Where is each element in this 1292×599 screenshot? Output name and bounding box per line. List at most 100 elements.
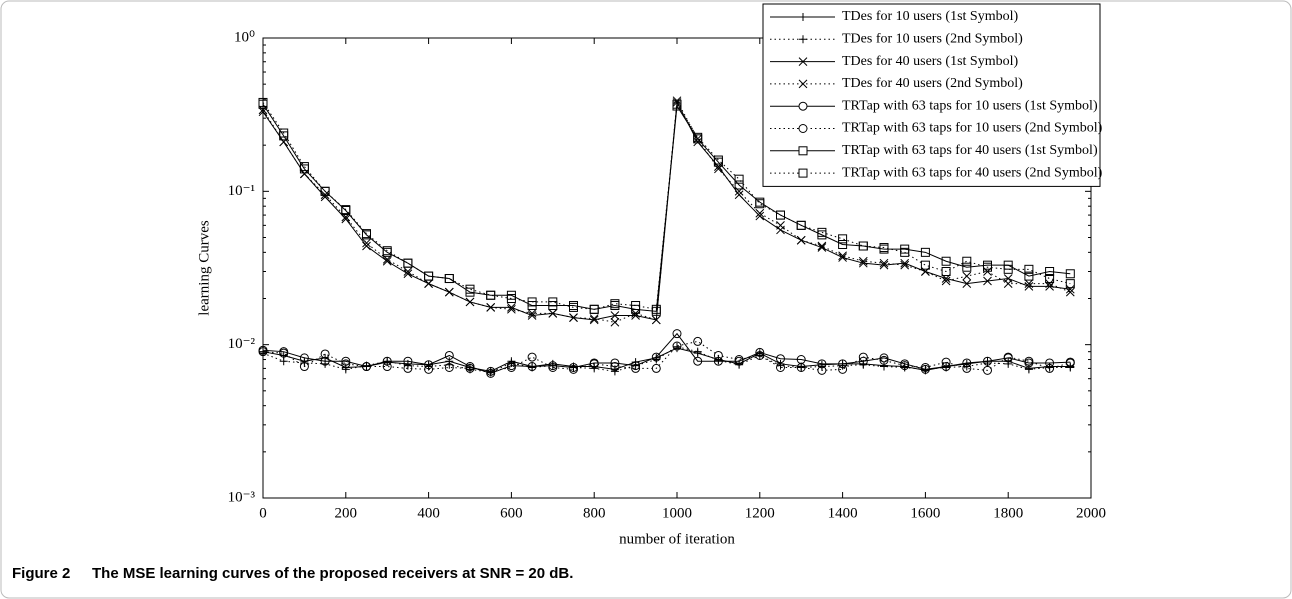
- marker: [320, 349, 330, 359]
- marker: [382, 356, 392, 366]
- x-axis-label: number of iteration: [619, 531, 735, 547]
- series: [258, 97, 1075, 314]
- marker: [279, 357, 288, 366]
- x-tick-label: 800: [583, 505, 606, 521]
- marker: [983, 262, 992, 272]
- x-tick-label: 400: [417, 505, 440, 521]
- marker: [299, 162, 309, 172]
- marker: [1066, 363, 1075, 372]
- marker: [673, 342, 681, 351]
- x-tick-label: 1400: [828, 505, 858, 521]
- marker: [1024, 356, 1034, 366]
- marker: [941, 276, 951, 286]
- x-tick-label: 200: [335, 505, 358, 521]
- marker: [341, 214, 351, 224]
- marker: [920, 247, 930, 257]
- marker: [713, 356, 723, 366]
- marker: [569, 313, 578, 323]
- legend-label: TDes for 10 users (1st Symbol): [842, 9, 1018, 24]
- marker: [1065, 358, 1075, 368]
- marker: [879, 260, 889, 270]
- legend-label: TDes for 10 users (2nd Symbol): [842, 32, 1023, 47]
- marker: [444, 287, 454, 297]
- marker: [548, 362, 558, 372]
- marker: [983, 356, 992, 366]
- marker: [734, 190, 744, 200]
- marker: [1045, 279, 1054, 289]
- marker: [1045, 363, 1055, 373]
- y-tick-label: 10⁰: [234, 29, 255, 45]
- marker: [817, 365, 827, 375]
- marker: [693, 336, 703, 346]
- marker: [755, 199, 765, 209]
- marker: [755, 350, 765, 360]
- marker: [610, 358, 620, 368]
- marker: [341, 365, 350, 374]
- marker: [527, 309, 537, 318]
- marker: [858, 256, 868, 266]
- marker: [320, 190, 330, 200]
- marker: [776, 220, 785, 230]
- marker: [610, 299, 620, 309]
- marker: [548, 309, 558, 318]
- legend-item: TRTap with 63 taps for 40 users (1st Sym…: [770, 143, 1098, 158]
- marker: [569, 302, 578, 312]
- marker: [1045, 267, 1055, 277]
- marker: [838, 240, 848, 250]
- legend-box: [762, 3, 1101, 187]
- marker: [444, 350, 454, 360]
- marker: [900, 247, 910, 257]
- marker: [403, 258, 413, 268]
- legend-marker: [798, 146, 808, 156]
- legend-marker: [798, 79, 808, 89]
- marker: [631, 361, 641, 371]
- marker: [879, 243, 889, 253]
- marker: [610, 367, 619, 376]
- marker: [838, 234, 848, 244]
- marker: [941, 267, 951, 277]
- marker: [817, 227, 827, 237]
- marker: [320, 356, 330, 366]
- legend-label: TRTap with 63 taps for 40 users (1st Sym…: [842, 143, 1098, 158]
- marker: [465, 284, 475, 294]
- marker: [631, 363, 641, 373]
- marker: [527, 311, 537, 320]
- marker: [362, 238, 371, 248]
- marker: [424, 364, 434, 374]
- marker: [279, 348, 289, 358]
- marker: [403, 269, 413, 279]
- marker: [879, 353, 889, 363]
- marker: [341, 356, 351, 366]
- marker: [527, 297, 537, 307]
- marker: [900, 361, 910, 371]
- series: [259, 344, 1075, 376]
- marker: [527, 352, 537, 362]
- marker: [589, 315, 599, 325]
- marker: [838, 359, 848, 369]
- marker: [610, 311, 620, 320]
- series-line: [262, 340, 1071, 372]
- marker: [713, 155, 723, 165]
- marker: [341, 205, 351, 215]
- marker: [548, 297, 558, 307]
- legend-label: TDes for 40 users (1st Symbol): [842, 54, 1018, 69]
- marker: [1024, 264, 1034, 274]
- legend-item: TDes for 40 users (1st Symbol): [770, 54, 1018, 69]
- x-tick-label: 2000: [1076, 505, 1106, 521]
- marker: [1024, 282, 1034, 291]
- marker: [569, 364, 578, 374]
- marker: [962, 256, 972, 266]
- legend-item: TDes for 40 users (2nd Symbol): [770, 76, 1023, 91]
- marker: [1024, 271, 1034, 281]
- marker: [693, 356, 703, 366]
- legend-item: TDes for 10 users (1st Symbol): [770, 9, 1018, 24]
- legend-item: TRTap with 63 taps for 10 users (2nd Sym…: [770, 121, 1103, 136]
- marker: [941, 357, 951, 367]
- marker: [651, 363, 661, 373]
- marker: [941, 362, 951, 372]
- marker: [610, 317, 620, 327]
- marker: [651, 315, 661, 325]
- marker: [920, 260, 930, 270]
- legend-item: TDes for 10 users (2nd Symbol): [770, 32, 1023, 47]
